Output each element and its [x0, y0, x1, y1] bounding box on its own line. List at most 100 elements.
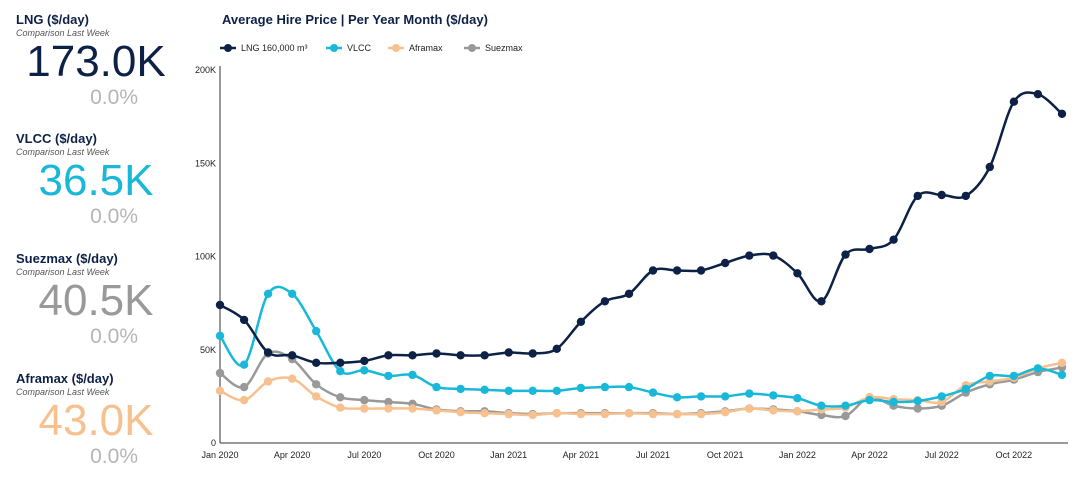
series-vlcc	[215, 285, 1067, 410]
data-point	[576, 317, 586, 326]
series-lng	[215, 90, 1067, 367]
data-point	[215, 300, 225, 310]
legend-marker	[392, 44, 400, 52]
legend-marker	[468, 44, 476, 52]
x-tick-label: Apr 2022	[851, 450, 888, 460]
data-point	[552, 409, 561, 418]
data-point	[696, 392, 706, 401]
data-point	[552, 344, 561, 353]
kpi-title: LNG ($/day)	[16, 12, 89, 27]
data-point	[384, 371, 393, 381]
kpi-value: 40.5K	[38, 276, 154, 325]
data-point	[360, 404, 369, 413]
data-point	[408, 370, 417, 380]
data-point	[1057, 370, 1067, 380]
data-point	[360, 395, 369, 405]
data-point	[817, 297, 826, 306]
data-point	[600, 297, 610, 306]
legend-item-vlcc: VLCC	[326, 43, 372, 53]
data-point	[576, 383, 586, 393]
data-point	[648, 266, 658, 275]
data-point	[456, 384, 465, 394]
kpi-lng: LNG ($/day) Comparison Last Week 173.0K …	[16, 12, 206, 110]
data-point	[913, 404, 922, 413]
data-point	[456, 408, 465, 417]
data-point	[360, 366, 369, 375]
kpi-vlcc: VLCC ($/day) Comparison Last Week 36.5K …	[16, 131, 206, 229]
data-point	[841, 401, 850, 410]
data-point	[672, 409, 682, 419]
data-point	[360, 356, 369, 366]
x-tick-label: Apr 2020	[274, 450, 311, 460]
data-point	[913, 191, 922, 201]
data-point	[1009, 371, 1019, 381]
data-point	[312, 380, 321, 389]
kpi-aframax: Aframax ($/day) Comparison Last Week 43.…	[16, 371, 206, 469]
data-point	[793, 394, 802, 403]
x-tick-label: Jul 2021	[636, 450, 670, 460]
data-point	[480, 351, 489, 360]
data-point	[408, 404, 417, 413]
data-point	[769, 251, 778, 260]
data-point	[745, 251, 754, 260]
kpi-change: 0.0%	[90, 445, 138, 468]
data-point	[336, 367, 345, 376]
data-point	[288, 351, 297, 360]
data-point	[1033, 364, 1043, 373]
data-point	[937, 190, 946, 200]
data-point	[239, 315, 249, 325]
data-point	[769, 406, 778, 415]
data-point	[263, 289, 273, 298]
data-point	[648, 409, 658, 419]
data-point	[480, 385, 489, 394]
data-point	[432, 349, 441, 358]
data-point	[600, 382, 610, 392]
data-point	[312, 326, 321, 336]
data-point	[1057, 109, 1067, 119]
kpi-value: 173.0K	[26, 37, 166, 86]
legend-item-lng: LNG 160,000 m³	[220, 43, 308, 53]
data-point	[985, 162, 994, 172]
chart-title: Average Hire Price | Per Year Month ($/d…	[222, 12, 488, 27]
data-point	[624, 382, 634, 392]
data-point	[696, 266, 706, 275]
data-point	[456, 351, 465, 360]
data-point	[913, 396, 922, 406]
kpi-change: 0.0%	[90, 325, 138, 348]
x-tick-label: Oct 2021	[707, 450, 744, 460]
data-point	[384, 351, 393, 360]
legend-item-aframax: Aframax	[388, 43, 443, 53]
data-point	[528, 349, 537, 358]
y-tick-label: 50K	[200, 345, 216, 355]
data-point	[312, 358, 321, 367]
data-point	[336, 358, 345, 367]
data-point	[985, 371, 994, 381]
x-tick-label: Oct 2022	[996, 450, 1033, 460]
data-point	[504, 409, 513, 419]
data-point	[865, 244, 874, 254]
legend-item-suezmax: Suezmax	[464, 43, 523, 53]
x-tick-label: Jan 2021	[490, 450, 527, 460]
y-tick-label: 0	[211, 438, 216, 448]
data-point	[408, 351, 417, 360]
data-point	[215, 386, 225, 395]
data-point	[817, 401, 826, 410]
kpi-subtitle: Comparison Last Week	[16, 387, 110, 397]
data-point	[961, 384, 970, 394]
data-point	[648, 388, 658, 397]
data-point	[576, 409, 586, 419]
kpi-change: 0.0%	[90, 205, 138, 228]
kpi-subtitle: Comparison Last Week	[16, 267, 110, 277]
data-point	[239, 395, 249, 405]
kpi-title: Aframax ($/day)	[16, 371, 114, 386]
data-point	[793, 269, 802, 278]
data-point	[889, 235, 898, 244]
series-line	[218, 285, 1063, 408]
data-point	[336, 403, 345, 412]
data-point	[504, 386, 513, 395]
x-tick-label: Oct 2020	[418, 450, 455, 460]
kpi-value: 36.5K	[38, 156, 154, 205]
data-point	[432, 406, 441, 415]
legend-marker	[330, 44, 338, 52]
x-tick-label: Jan 2020	[201, 450, 238, 460]
